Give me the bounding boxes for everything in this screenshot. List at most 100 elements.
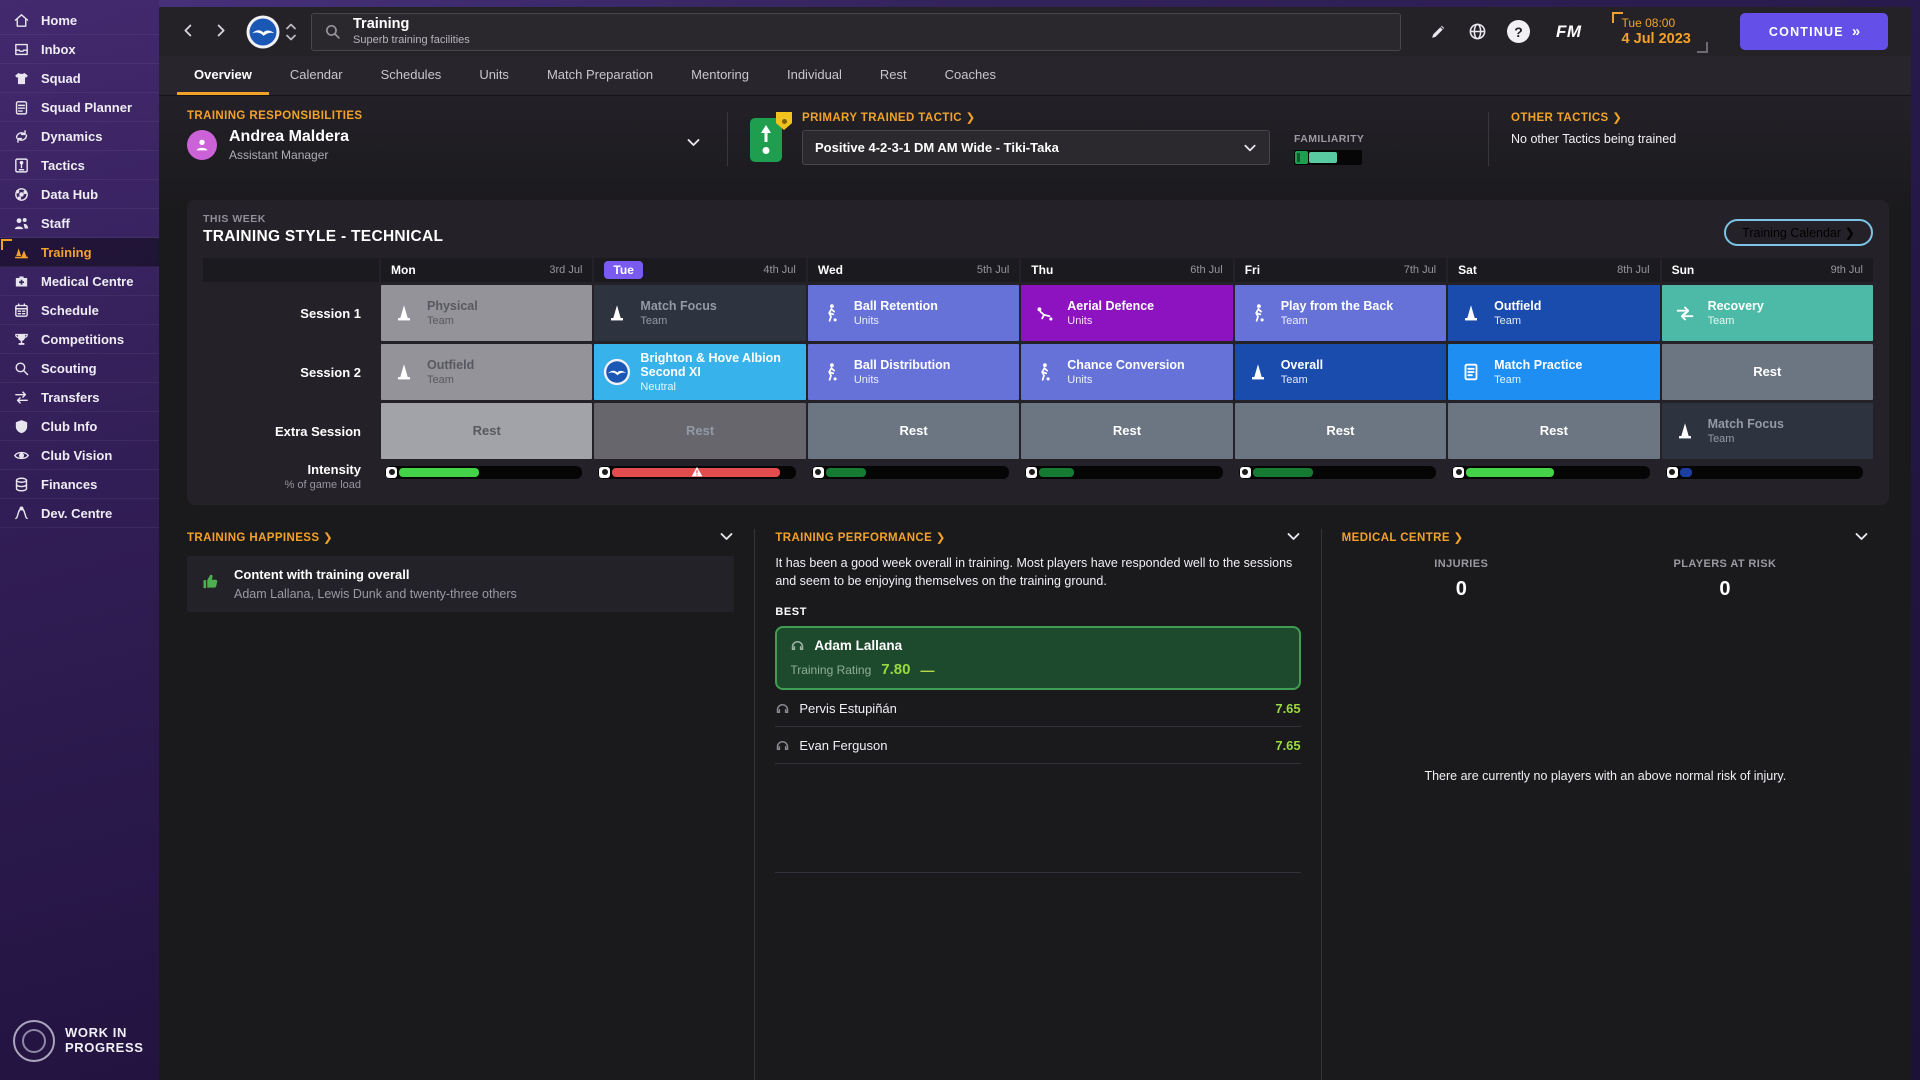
chevron-down-icon[interactable] bbox=[719, 529, 734, 544]
tab-individual[interactable]: Individual bbox=[786, 66, 842, 82]
tab-overview[interactable]: Overview bbox=[177, 56, 269, 95]
club-icon bbox=[604, 358, 631, 386]
session-cell-match-focus[interactable]: Match Focus Team bbox=[1661, 403, 1873, 459]
stat-label: PLAYERS AT RISK bbox=[1673, 558, 1777, 570]
session-cell-ball-distribution[interactable]: Ball Distribution Units bbox=[807, 344, 1020, 400]
training-happiness-header[interactable]: TRAINING HAPPINESS ❯ bbox=[187, 529, 734, 544]
back-button[interactable] bbox=[177, 19, 199, 45]
sidebar-item-competitions[interactable]: Competitions bbox=[0, 325, 159, 354]
sidebar-item-club-info[interactable]: Club Info bbox=[0, 412, 159, 441]
sidebar-item-inbox[interactable]: Inbox bbox=[0, 35, 159, 64]
sidebar-item-training[interactable]: Training bbox=[0, 238, 159, 267]
session-cell-recovery[interactable]: Recovery Team bbox=[1661, 285, 1873, 341]
session-cell-play-from-the-back[interactable]: Play from the Back Team bbox=[1234, 285, 1447, 341]
sidebar-item-schedule[interactable]: Schedule bbox=[0, 296, 159, 325]
sidebar-item-scouting[interactable]: Scouting bbox=[0, 354, 159, 383]
chevron-down-icon[interactable] bbox=[1286, 529, 1301, 544]
tab-calendar[interactable]: Calendar bbox=[289, 66, 343, 82]
session-cell-outfield[interactable]: Outfield Team bbox=[1448, 285, 1660, 341]
sidebar-item-data-hub[interactable]: Data Hub bbox=[0, 180, 159, 209]
primary-tactic-dropdown[interactable]: Positive 4-2-3-1 DM AM Wide - Tiki-Taka bbox=[802, 130, 1270, 165]
search-bar[interactable]: Training Superb training facilities bbox=[311, 12, 1401, 51]
tab-coaches[interactable]: Coaches bbox=[944, 66, 996, 82]
session-cell-rest[interactable]: Rest bbox=[1661, 344, 1873, 400]
cell-title: Recovery bbox=[1707, 298, 1764, 313]
stat-value: 0 bbox=[1719, 578, 1731, 600]
session-cell-overall[interactable]: Overall Team bbox=[1234, 344, 1447, 400]
session-cell-rest[interactable]: Rest bbox=[1448, 403, 1660, 459]
session-cell-match-focus[interactable]: Match Focus Team bbox=[594, 285, 806, 341]
sidebar-item-tactics[interactable]: Tactics bbox=[0, 151, 159, 180]
chevron-down-icon[interactable] bbox=[1854, 529, 1869, 544]
session-cell-chance-conversion[interactable]: Chance Conversion Units bbox=[1021, 344, 1233, 400]
club-switcher[interactable] bbox=[285, 22, 297, 42]
continue-button[interactable]: CONTINUE » bbox=[1739, 13, 1888, 50]
devcentre-icon bbox=[15, 506, 28, 519]
tab-units[interactable]: Units bbox=[479, 66, 509, 82]
sidebar-item-dev-centre[interactable]: Dev. Centre bbox=[0, 499, 159, 528]
forward-button[interactable] bbox=[209, 19, 231, 45]
vision-icon bbox=[14, 451, 29, 459]
tab-match-preparation[interactable]: Match Preparation bbox=[546, 66, 654, 82]
search-icon bbox=[325, 24, 340, 39]
sidebar-item-home[interactable]: Home bbox=[0, 6, 159, 35]
responsibilities-dropdown[interactable] bbox=[686, 135, 701, 155]
tab-mentoring[interactable]: Mentoring bbox=[691, 66, 749, 82]
medical-centre-header[interactable]: MEDICAL CENTRE ❯ bbox=[1342, 529, 1869, 544]
session-cell-brighton-hove-albion-second-xi[interactable]: Brighton & Hove Albion Second XI Neutral bbox=[594, 344, 806, 400]
sidebar-item-medical-centre[interactable]: Medical Centre bbox=[0, 267, 159, 296]
edit-icon[interactable] bbox=[1429, 22, 1448, 41]
best-player-card[interactable]: Adam Lallana Training Rating 7.80 — bbox=[775, 626, 1301, 691]
day-date: 5th Jul bbox=[976, 264, 1010, 276]
session-cell-rest[interactable]: Rest bbox=[1021, 403, 1233, 459]
session-cell-match-practice[interactable]: Match Practice Team bbox=[1448, 344, 1660, 400]
intensity-cell-2 bbox=[594, 462, 805, 482]
cell-title: Ball Retention bbox=[853, 298, 938, 313]
chevron-up-icon[interactable] bbox=[285, 22, 297, 31]
training-calendar-button[interactable]: Training Calendar ❯ bbox=[1724, 219, 1873, 246]
performance-row[interactable]: Pervis Estupiñán 7.65 bbox=[775, 690, 1301, 728]
other-tactics-header[interactable]: OTHER TACTICS ❯ bbox=[1511, 112, 1623, 124]
cone-icon bbox=[1465, 305, 1478, 321]
session-cell-physical[interactable]: Physical Team bbox=[381, 285, 593, 341]
performance-row[interactable]: Evan Ferguson 7.65 bbox=[775, 727, 1301, 765]
training-week-grid: Mon 3rd Jul Tue 4th Jul Wed 5th Jul Thu 6th Jul… bbox=[203, 258, 1873, 491]
page-title: Training bbox=[353, 15, 410, 32]
row-label-session-1: Session 1 bbox=[300, 305, 361, 321]
familiarity-label: FAMILIARITY bbox=[1294, 133, 1365, 145]
sidebar-item-finances[interactable]: Finances bbox=[0, 470, 159, 499]
session-cell-ball-retention[interactable]: Ball Retention Units bbox=[807, 285, 1020, 341]
cone-icon bbox=[1678, 423, 1691, 439]
sidebar-item-club-vision[interactable]: Club Vision bbox=[0, 441, 159, 470]
search-icon bbox=[15, 361, 29, 375]
session-cell-aerial-defence[interactable]: Aerial Defence Units bbox=[1021, 285, 1233, 341]
cell-title: Rest bbox=[899, 422, 928, 438]
cell-title: Match Focus bbox=[640, 298, 717, 313]
training-performance-header[interactable]: TRAINING PERFORMANCE ❯ bbox=[775, 529, 1300, 544]
performance-summary: It has been a good week overall in train… bbox=[775, 556, 1293, 589]
session-cell-rest[interactable]: Rest bbox=[807, 403, 1020, 459]
training-responsibilities[interactable]: TRAINING RESPONSIBILITIES Andrea Maldera… bbox=[187, 110, 727, 162]
help-icon[interactable]: ? bbox=[1507, 20, 1530, 43]
chevron-down-icon[interactable] bbox=[285, 33, 297, 42]
session-cell-rest[interactable]: Rest bbox=[381, 403, 593, 459]
happiness-item[interactable]: Content with training overall Adam Lalla… bbox=[187, 556, 735, 612]
session-cell-outfield[interactable]: Outfield Team bbox=[381, 344, 593, 400]
primary-tactic-header[interactable]: PRIMARY TRAINED TACTIC ❯ bbox=[802, 112, 976, 124]
sidebar-item-staff[interactable]: Staff bbox=[0, 209, 159, 238]
cell-title: Outfield bbox=[427, 357, 475, 372]
sidebar-item-dynamics[interactable]: Dynamics bbox=[0, 122, 159, 151]
session-cell-rest[interactable]: Rest bbox=[594, 403, 806, 459]
session-cell-rest[interactable]: Rest bbox=[1234, 403, 1447, 459]
sidebar-item-squad-planner[interactable]: Squad Planner bbox=[0, 93, 159, 122]
day-name: Sat bbox=[1458, 263, 1477, 277]
tab-schedules[interactable]: Schedules bbox=[380, 66, 442, 82]
cell-subtitle: Units bbox=[853, 374, 879, 387]
sidebar-item-squad[interactable]: Squad bbox=[0, 64, 159, 93]
tab-rest[interactable]: Rest bbox=[879, 66, 907, 82]
sidebar-item-transfers[interactable]: Transfers bbox=[0, 383, 159, 412]
rating-trend-icon: — bbox=[920, 661, 935, 678]
globe-icon[interactable] bbox=[1468, 22, 1487, 41]
sidebar-item-label: Schedule bbox=[41, 302, 99, 318]
club-crest-icon[interactable] bbox=[245, 14, 281, 50]
